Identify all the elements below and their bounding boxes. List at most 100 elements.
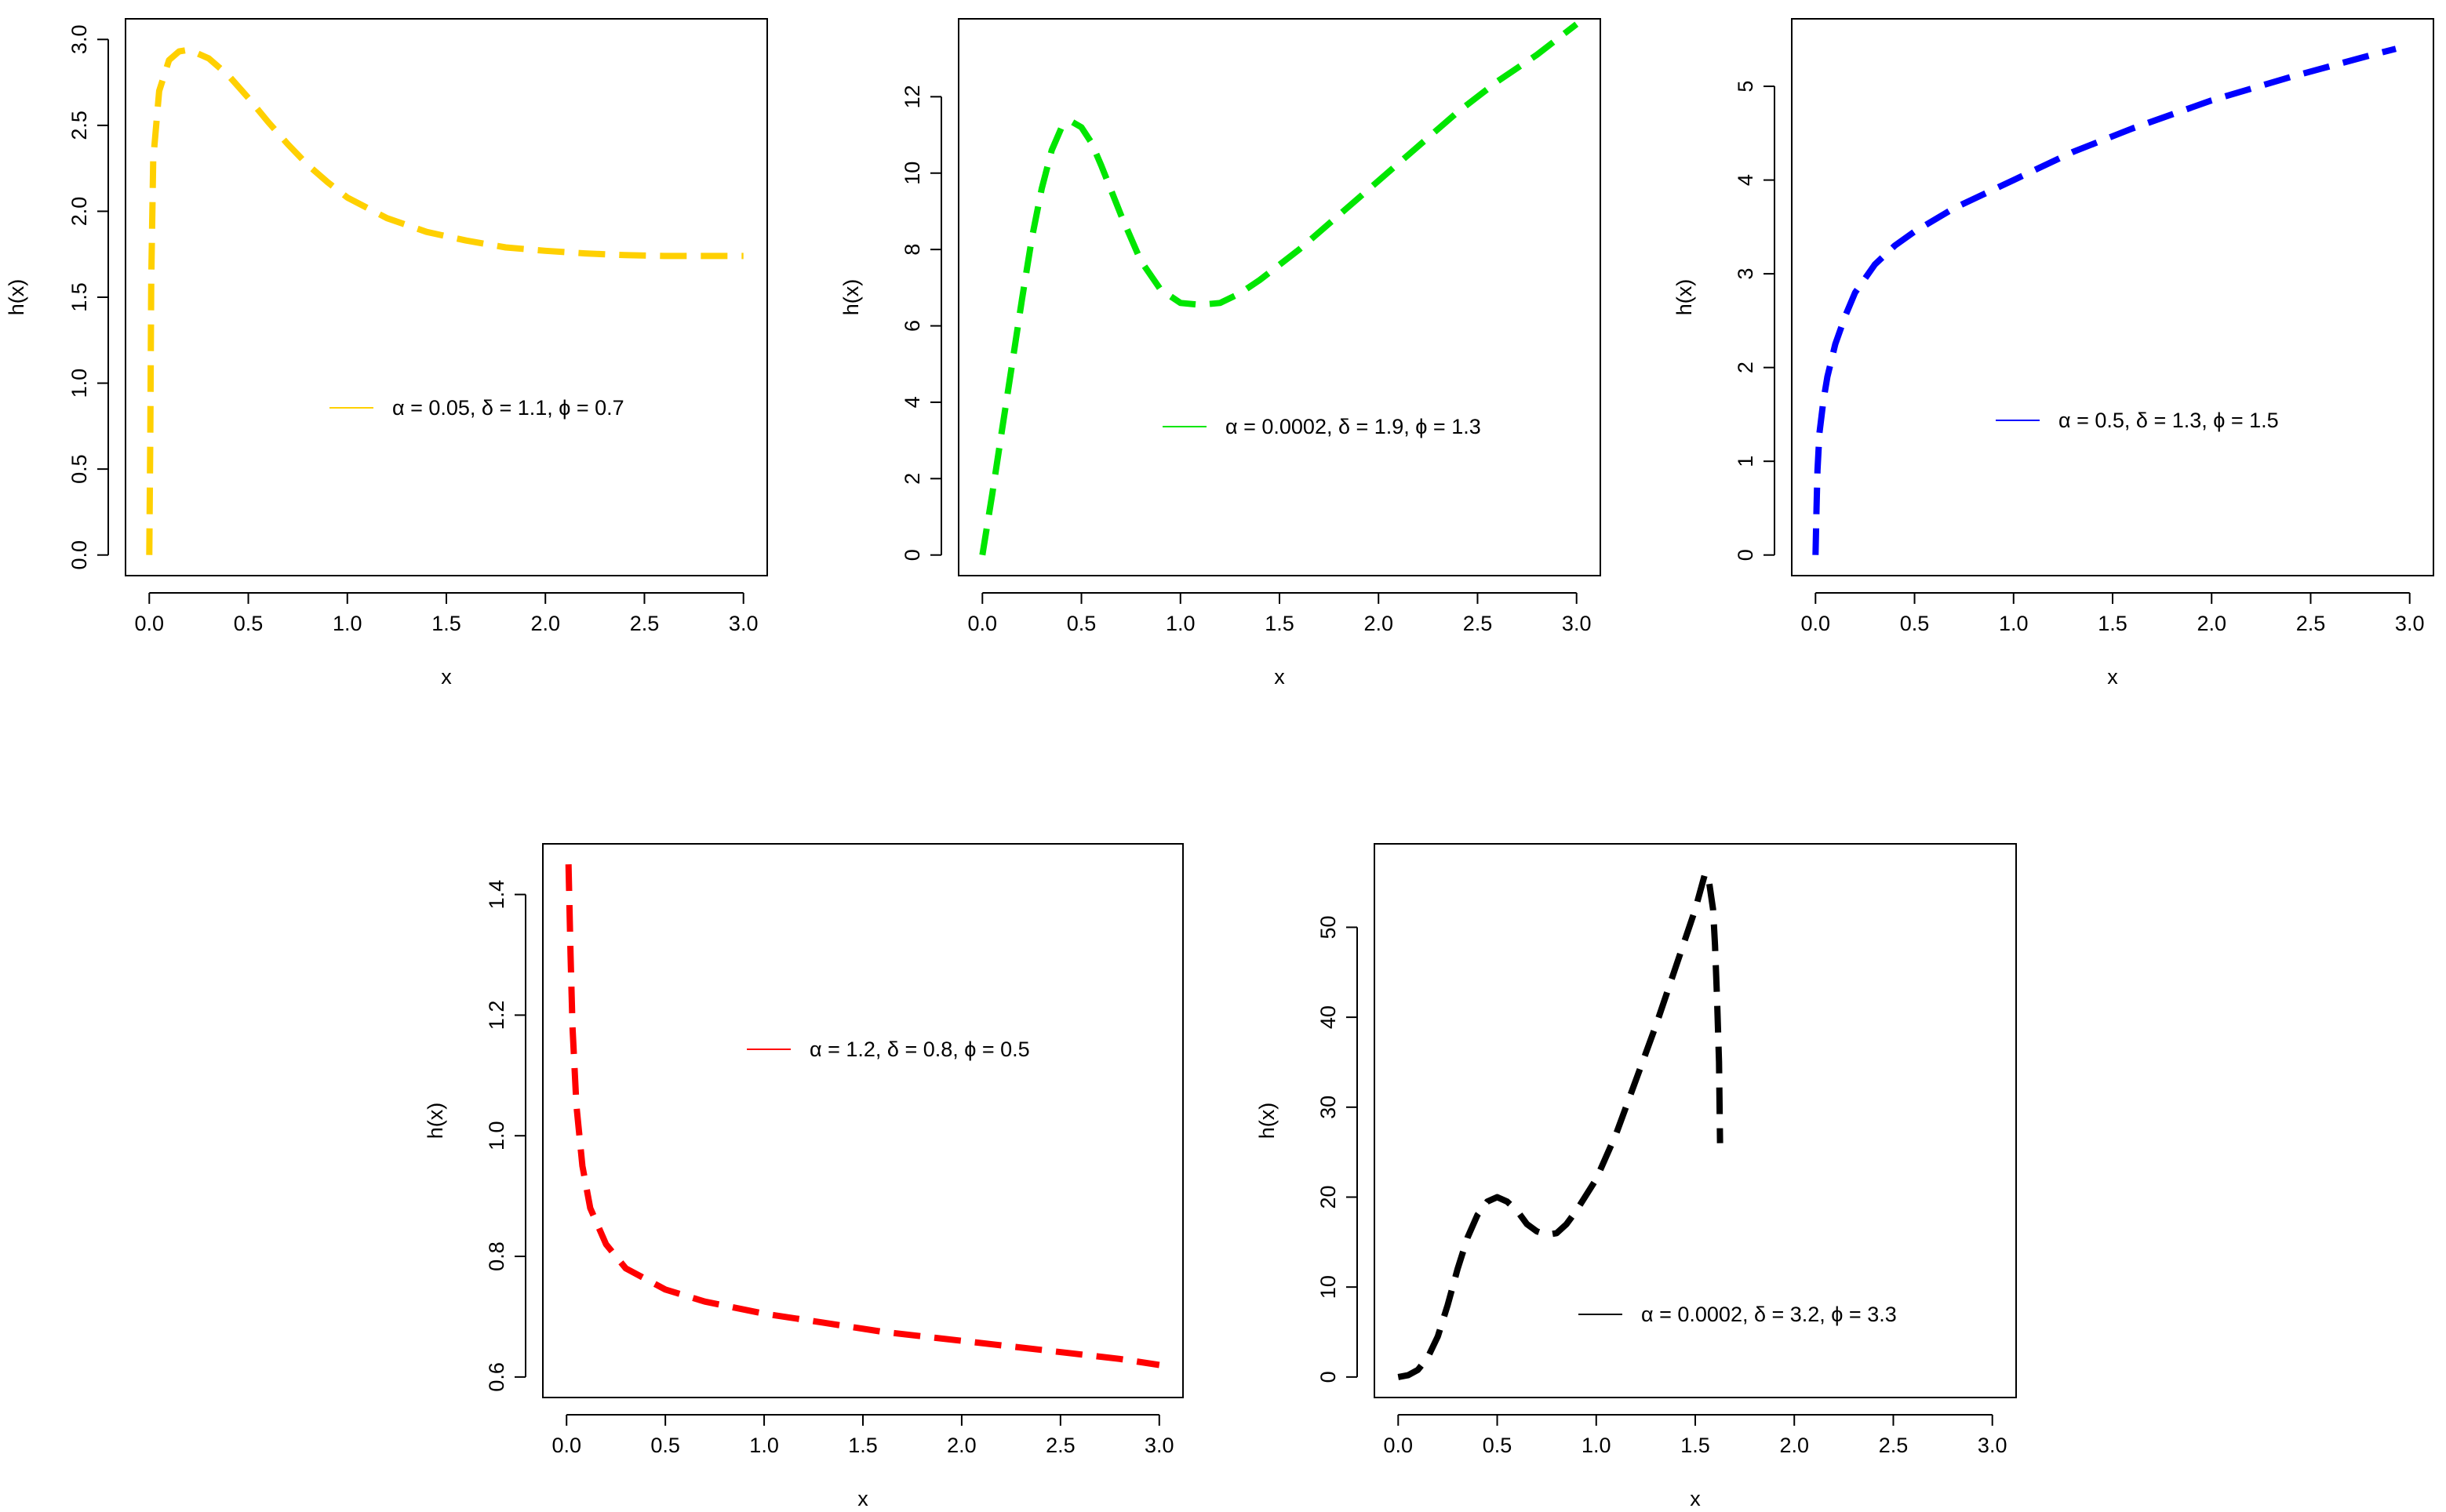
x-tick-label: 2.5 (630, 612, 660, 635)
y-tick-label: 0 (901, 549, 924, 561)
y-tick-label: 2 (901, 473, 924, 485)
y-tick-label: 0.0 (67, 540, 91, 570)
x-tick-label: 0.5 (650, 1434, 680, 1457)
x-tick-label: 1.5 (1680, 1434, 1710, 1457)
series-line (1812, 45, 2397, 555)
y-tick-label: 1 (1734, 456, 1757, 467)
x-tick-label: 0.5 (234, 612, 264, 635)
legend: α = 0.0002, δ = 3.2, ϕ = 3.3 (1578, 1303, 1897, 1326)
legend-label: α = 0.05, δ = 1.1, ϕ = 0.7 (392, 396, 624, 420)
y-tick-label: 4 (1734, 174, 1757, 186)
x-tick-label: 2.5 (1046, 1434, 1076, 1457)
series-line (979, 21, 1579, 556)
x-tick-label: 3.0 (729, 612, 759, 635)
y-axis-label: h(x) (5, 279, 28, 316)
y-tick-label: 3.0 (67, 25, 91, 55)
x-tick-label: 1.0 (749, 1434, 779, 1457)
legend: α = 0.0002, δ = 1.9, ϕ = 1.3 (1163, 415, 1481, 438)
x-tick-label: 1.0 (333, 612, 362, 635)
x-tick-label: 1.5 (848, 1434, 878, 1457)
plot-frame (1374, 843, 2017, 1398)
legend-label: α = 0.5, δ = 1.3, ϕ = 1.5 (2058, 409, 2279, 432)
x-axis-label: x (857, 1487, 868, 1510)
x-tick-label: 3.0 (1978, 1434, 2007, 1457)
x-tick-label: 3.0 (2395, 612, 2425, 635)
y-tick-label: 50 (1316, 915, 1340, 939)
legend-label: α = 0.0002, δ = 3.2, ϕ = 3.3 (1641, 1303, 1897, 1326)
x-tick-label: 3.0 (1562, 612, 1592, 635)
y-tick-label: 1.4 (485, 880, 508, 910)
x-tick-label: 0.0 (135, 612, 165, 635)
y-tick-label: 30 (1316, 1096, 1340, 1119)
y-tick-label: 20 (1316, 1185, 1340, 1209)
y-axis-label: h(x) (839, 279, 863, 316)
y-tick-label: 1.2 (485, 1001, 508, 1030)
y-tick-label: 2.0 (67, 197, 91, 227)
x-tick-label: 3.0 (1145, 1434, 1174, 1457)
x-tick-label: 2.5 (1463, 612, 1493, 635)
x-tick-label: 2.0 (2197, 612, 2226, 635)
x-axis-label: x (1690, 1487, 1701, 1510)
x-tick-label: 2.0 (1779, 1434, 1809, 1457)
x-tick-label: 0.5 (1067, 612, 1097, 635)
x-axis-label: x (2107, 665, 2118, 689)
y-tick-label: 2 (1734, 362, 1757, 373)
chart-panel-3: 0.0 0.5 1.0 1.5 2.0 2.5 3.0 0 1 2 3 4 5 x h(x) α = 0.5,… (1673, 18, 2434, 689)
y-tick-label: 1.0 (485, 1121, 508, 1150)
x-tick-label: 0.0 (551, 1434, 581, 1457)
x-axis-label: x (1274, 665, 1285, 689)
plot-frame (125, 18, 768, 576)
y-tick-label: 12 (901, 85, 924, 108)
x-tick-label: 2.0 (530, 612, 560, 635)
y-tick-label: 10 (1316, 1275, 1340, 1299)
series-line (1397, 870, 1723, 1380)
y-tick-label: 4 (901, 396, 924, 408)
y-tick-label: 5 (1734, 81, 1757, 93)
plot-frame (958, 18, 1601, 576)
chart-panel-5: 0.0 0.5 1.0 1.5 2.0 2.5 3.0 0 10 20 30 40 50 x h(x) α =… (1255, 843, 2017, 1510)
y-tick-label: 2.5 (67, 111, 91, 140)
y-tick-label: 6 (901, 320, 924, 332)
legend-label: α = 1.2, δ = 0.8, ϕ = 0.5 (810, 1038, 1030, 1061)
x-axis-label: x (441, 665, 452, 689)
x-tick-label: 0.0 (1384, 1434, 1414, 1457)
x-tick-label: 0.0 (1801, 612, 1831, 635)
y-tick-label: 40 (1316, 1005, 1340, 1029)
x-tick-label: 2.0 (1363, 612, 1393, 635)
x-tick-label: 1.5 (431, 612, 461, 635)
y-tick-label: 8 (901, 244, 924, 256)
x-tick-label: 1.5 (2098, 612, 2128, 635)
legend: α = 1.2, δ = 0.8, ϕ = 0.5 (747, 1038, 1030, 1061)
x-tick-label: 2.5 (2296, 612, 2326, 635)
legend: α = 0.05, δ = 1.1, ϕ = 0.7 (329, 396, 624, 420)
x-tick-label: 1.0 (1999, 612, 2029, 635)
y-tick-label: 0.8 (485, 1241, 508, 1271)
x-tick-label: 1.0 (1582, 1434, 1611, 1457)
chart-panel-2: 0.0 0.5 1.0 1.5 2.0 2.5 3.0 0 2 4 6 8 10 12 x h(x) α = 0… (839, 18, 1601, 689)
x-tick-label: 0.5 (1483, 1434, 1512, 1457)
legend-label: α = 0.0002, δ = 1.9, ϕ = 1.3 (1225, 415, 1481, 438)
series-line (565, 864, 1160, 1368)
y-axis-label: h(x) (1673, 279, 1696, 316)
y-axis-label: h(x) (424, 1103, 447, 1139)
y-tick-label: 1.5 (67, 282, 91, 312)
x-tick-label: 1.5 (1265, 612, 1294, 635)
y-axis-label: h(x) (1255, 1103, 1279, 1139)
series-line (146, 46, 744, 555)
x-tick-label: 1.0 (1166, 612, 1196, 635)
x-tick-label: 2.0 (947, 1434, 977, 1457)
plot-frame (542, 843, 1184, 1398)
legend: α = 0.5, δ = 1.3, ϕ = 1.5 (1996, 409, 2279, 432)
x-tick-label: 0.5 (1900, 612, 1930, 635)
y-tick-label: 1.0 (67, 369, 91, 398)
y-tick-label: 0 (1734, 549, 1757, 561)
chart-panel-1: 0.0 0.5 1.0 1.5 2.0 2.5 3.0 0.0 0.5 1.0 1.5 2.0 2.5 3… (5, 18, 768, 689)
y-tick-label: 0.5 (67, 454, 91, 484)
plot-frame (1791, 18, 2434, 576)
x-tick-label: 0.0 (968, 612, 998, 635)
y-tick-label: 10 (901, 162, 924, 185)
y-tick-label: 0.6 (485, 1362, 508, 1392)
y-tick-label: 3 (1734, 268, 1757, 280)
chart-panel-4: 0.0 0.5 1.0 1.5 2.0 2.5 3.0 0.6 0.8 1.0 1.2 1.4 x h(x… (424, 843, 1184, 1510)
